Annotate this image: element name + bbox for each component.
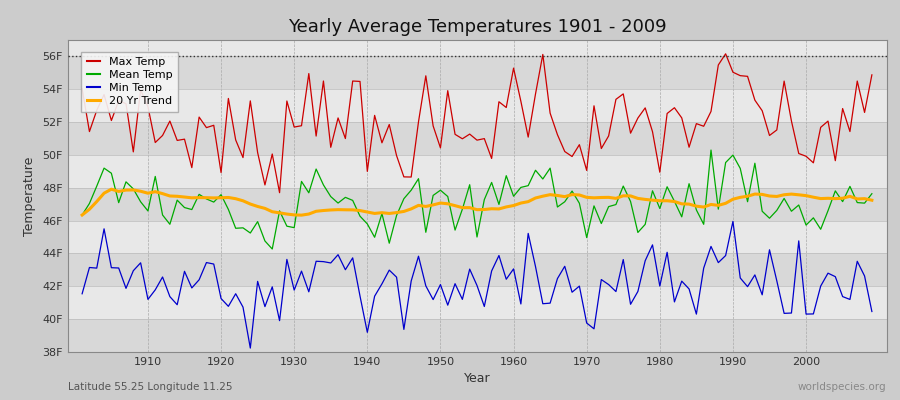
Bar [68, 319, 886, 352]
Text: Latitude 55.25 Longitude 11.25: Latitude 55.25 Longitude 11.25 [68, 382, 232, 392]
X-axis label: Year: Year [464, 372, 490, 386]
Bar [68, 56, 886, 89]
Legend: Max Temp, Mean Temp, Min Temp, 20 Yr Trend: Max Temp, Mean Temp, Min Temp, 20 Yr Tre… [81, 52, 178, 112]
Bar [68, 254, 886, 286]
Bar [68, 188, 886, 221]
Bar [68, 122, 886, 155]
Y-axis label: Temperature: Temperature [23, 156, 37, 236]
Title: Yearly Average Temperatures 1901 - 2009: Yearly Average Temperatures 1901 - 2009 [288, 18, 666, 36]
Text: worldspecies.org: worldspecies.org [798, 382, 886, 392]
